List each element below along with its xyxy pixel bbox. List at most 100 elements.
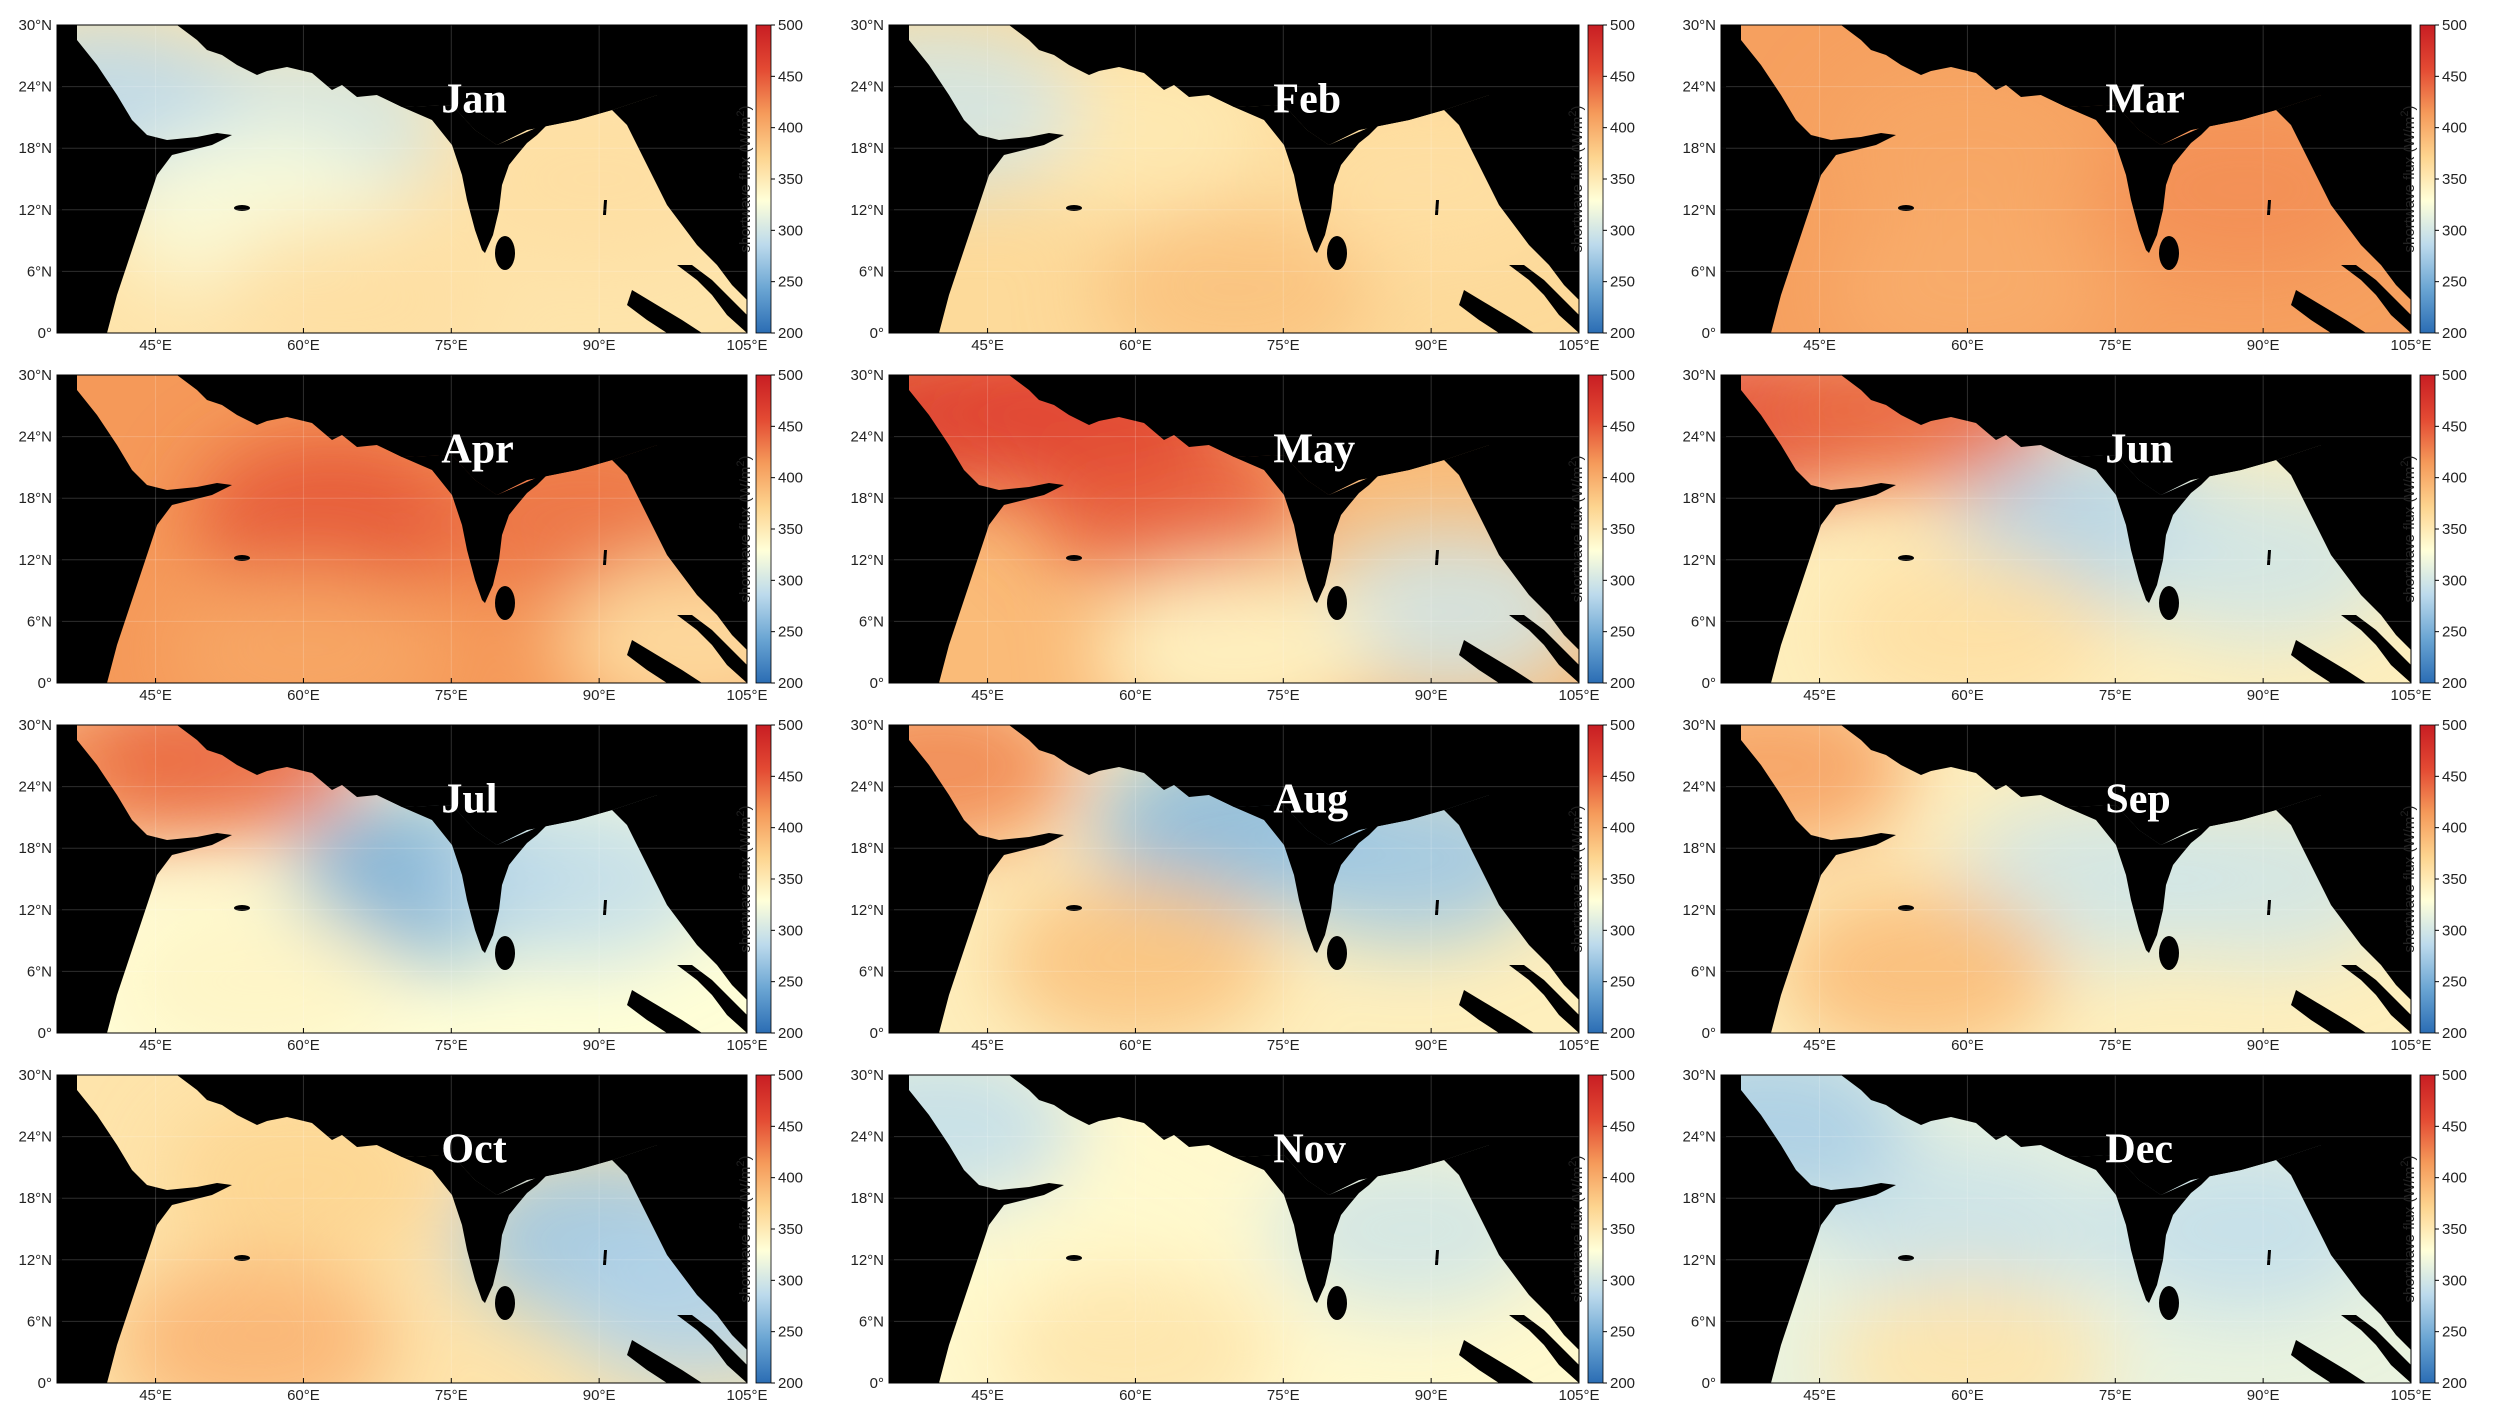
x-tick-label: 60°E — [1119, 1037, 1152, 1054]
colorbar — [1587, 374, 1604, 684]
y-tick-label: 12°N — [850, 552, 884, 569]
month-label: Feb — [1273, 76, 1341, 122]
x-tick-label: 75°E — [435, 337, 468, 354]
y-tick-label: 12°N — [18, 902, 52, 919]
x-tick-label: 90°E — [1415, 337, 1448, 354]
land-mask — [1721, 725, 2411, 1033]
land-shape — [2276, 795, 2411, 1000]
y-tick-label: 30°N — [18, 1067, 52, 1084]
x-tick-label: 75°E — [435, 687, 468, 704]
map-svg-apr: Apr 30°N 24°N 18°N 12°N 6°N 0° 45°E 60°E 75°E 90°E… — [18, 367, 803, 704]
colorbar-tick-label: 300 — [2442, 222, 2467, 239]
sri-lanka-shape — [495, 1286, 515, 1320]
map-frame — [56, 724, 748, 1034]
colorbar-tick-label: 350 — [2442, 871, 2467, 888]
x-tick-label: 90°E — [1415, 687, 1448, 704]
y-tick-label: 18°N — [18, 140, 52, 157]
y-tick-label: 30°N — [850, 717, 884, 734]
map-frame — [888, 374, 1580, 684]
land-shape — [1459, 290, 1534, 333]
colorbar-tick-label: 450 — [1610, 1118, 1635, 1135]
y-tick-label: 24°N — [18, 1129, 52, 1146]
flux-region — [163, 567, 444, 683]
sri-lanka-shape — [495, 936, 515, 970]
y-tick-label: 6°N — [1691, 963, 1716, 980]
colorbar-label: shortwave flux (W/m2) — [1567, 106, 1586, 253]
colorbar-tick-label: 400 — [778, 1170, 803, 1187]
land-shape — [402, 805, 577, 953]
y-tick-label: 30°N — [850, 17, 884, 34]
y-tick-label: 24°N — [1682, 79, 1716, 96]
colorbar-tick-label: 450 — [778, 768, 803, 785]
land-mask — [57, 25, 747, 333]
land-shape — [612, 1145, 747, 1350]
colorbar-tick-label: 250 — [778, 974, 803, 991]
colorbar-tick-label: 400 — [1610, 120, 1635, 137]
land-shape — [57, 25, 232, 333]
sri-lanka-shape — [1327, 1286, 1347, 1320]
land-shape — [2291, 640, 2366, 683]
x-tick-label: 90°E — [583, 337, 616, 354]
x-tick-label: 60°E — [1119, 337, 1152, 354]
colorbar-tick-label: 450 — [1610, 418, 1635, 435]
y-tick-label: 18°N — [1682, 140, 1716, 157]
colorbar — [755, 374, 772, 684]
land-shape — [377, 1075, 747, 1195]
y-tick-label: 12°N — [850, 202, 884, 219]
map-svg-nov: Nov 30°N 24°N 18°N 12°N 6°N 0° 45°E 60°E 75°E 90°E… — [850, 1067, 1635, 1404]
y-tick-label: 30°N — [850, 367, 884, 384]
socotra-shape — [1066, 905, 1082, 911]
map-svg-feb: Feb 30°N 24°N 18°N 12°N 6°N 0° 45°E 60°E 75°E 90°E… — [850, 17, 1635, 354]
x-tick-label: 90°E — [2247, 1387, 2280, 1404]
land-shape — [1721, 375, 1896, 683]
y-tick-label: 0° — [38, 675, 52, 692]
land-shape — [2276, 1145, 2411, 1350]
map-panel-mar: Mar 30°N 24°N 18°N 12°N 6°N 0° 45°E 60°E 75°E 90°E… — [1664, 0, 2467, 355]
land-shape — [677, 615, 747, 683]
map-frame — [56, 374, 748, 684]
y-tick-label: 18°N — [18, 840, 52, 857]
land-shape — [2041, 375, 2411, 495]
y-tick-label: 0° — [1702, 1375, 1716, 1392]
colorbar-tick-label: 500 — [2442, 1067, 2467, 1084]
y-tick-label: 18°N — [850, 1190, 884, 1207]
y-tick-label: 12°N — [18, 552, 52, 569]
x-tick-label: 75°E — [1267, 337, 1300, 354]
land-shape — [1459, 990, 1534, 1033]
colorbar-label: shortwave flux (W/m2) — [2399, 456, 2418, 603]
x-tick-label: 60°E — [287, 1037, 320, 1054]
colorbar — [2419, 374, 2436, 684]
y-tick-label: 30°N — [18, 367, 52, 384]
colorbar-tick-label: 350 — [2442, 521, 2467, 538]
colorbar-tick-label: 450 — [2442, 1118, 2467, 1135]
map-svg-may: May 30°N 24°N 18°N 12°N 6°N 0° 45°E 60°E 75°E 90°E… — [850, 367, 1635, 704]
land-mask — [1721, 25, 2411, 333]
andaman-shape — [603, 1250, 607, 1265]
andaman-shape — [1435, 1250, 1439, 1265]
colorbar-tick-label: 200 — [2442, 325, 2467, 342]
x-tick-label: 90°E — [1415, 1037, 1448, 1054]
y-tick-label: 18°N — [1682, 490, 1716, 507]
x-tick-label: 45°E — [1803, 1387, 1836, 1404]
land-shape — [627, 290, 702, 333]
colorbar-tick-label: 400 — [1610, 820, 1635, 837]
land-shape — [889, 375, 1064, 683]
flux-region — [1094, 206, 1374, 333]
colorbar-tick-label: 200 — [2442, 675, 2467, 692]
map-svg-sep: Sep 30°N 24°N 18°N 12°N 6°N 0° 45°E 60°E 75°E 90°E… — [1682, 717, 2467, 1054]
sri-lanka-shape — [2159, 586, 2179, 620]
colorbar-tick-label: 500 — [778, 367, 803, 384]
colorbar-tick-label: 200 — [1610, 675, 1635, 692]
x-tick-label: 75°E — [2099, 1037, 2132, 1054]
colorbar-label: shortwave flux (W/m2) — [2399, 806, 2418, 953]
colorbar-tick-label: 400 — [1610, 1170, 1635, 1187]
land-shape — [1234, 105, 1409, 253]
colorbar-tick-label: 300 — [1610, 572, 1635, 589]
socotra-shape — [234, 205, 250, 211]
y-tick-label: 6°N — [27, 1313, 52, 1330]
y-tick-label: 12°N — [1682, 202, 1716, 219]
colorbar-tick-label: 500 — [1610, 17, 1635, 34]
y-tick-label: 6°N — [1691, 1313, 1716, 1330]
land-shape — [1444, 445, 1579, 650]
andaman-shape — [603, 900, 607, 915]
